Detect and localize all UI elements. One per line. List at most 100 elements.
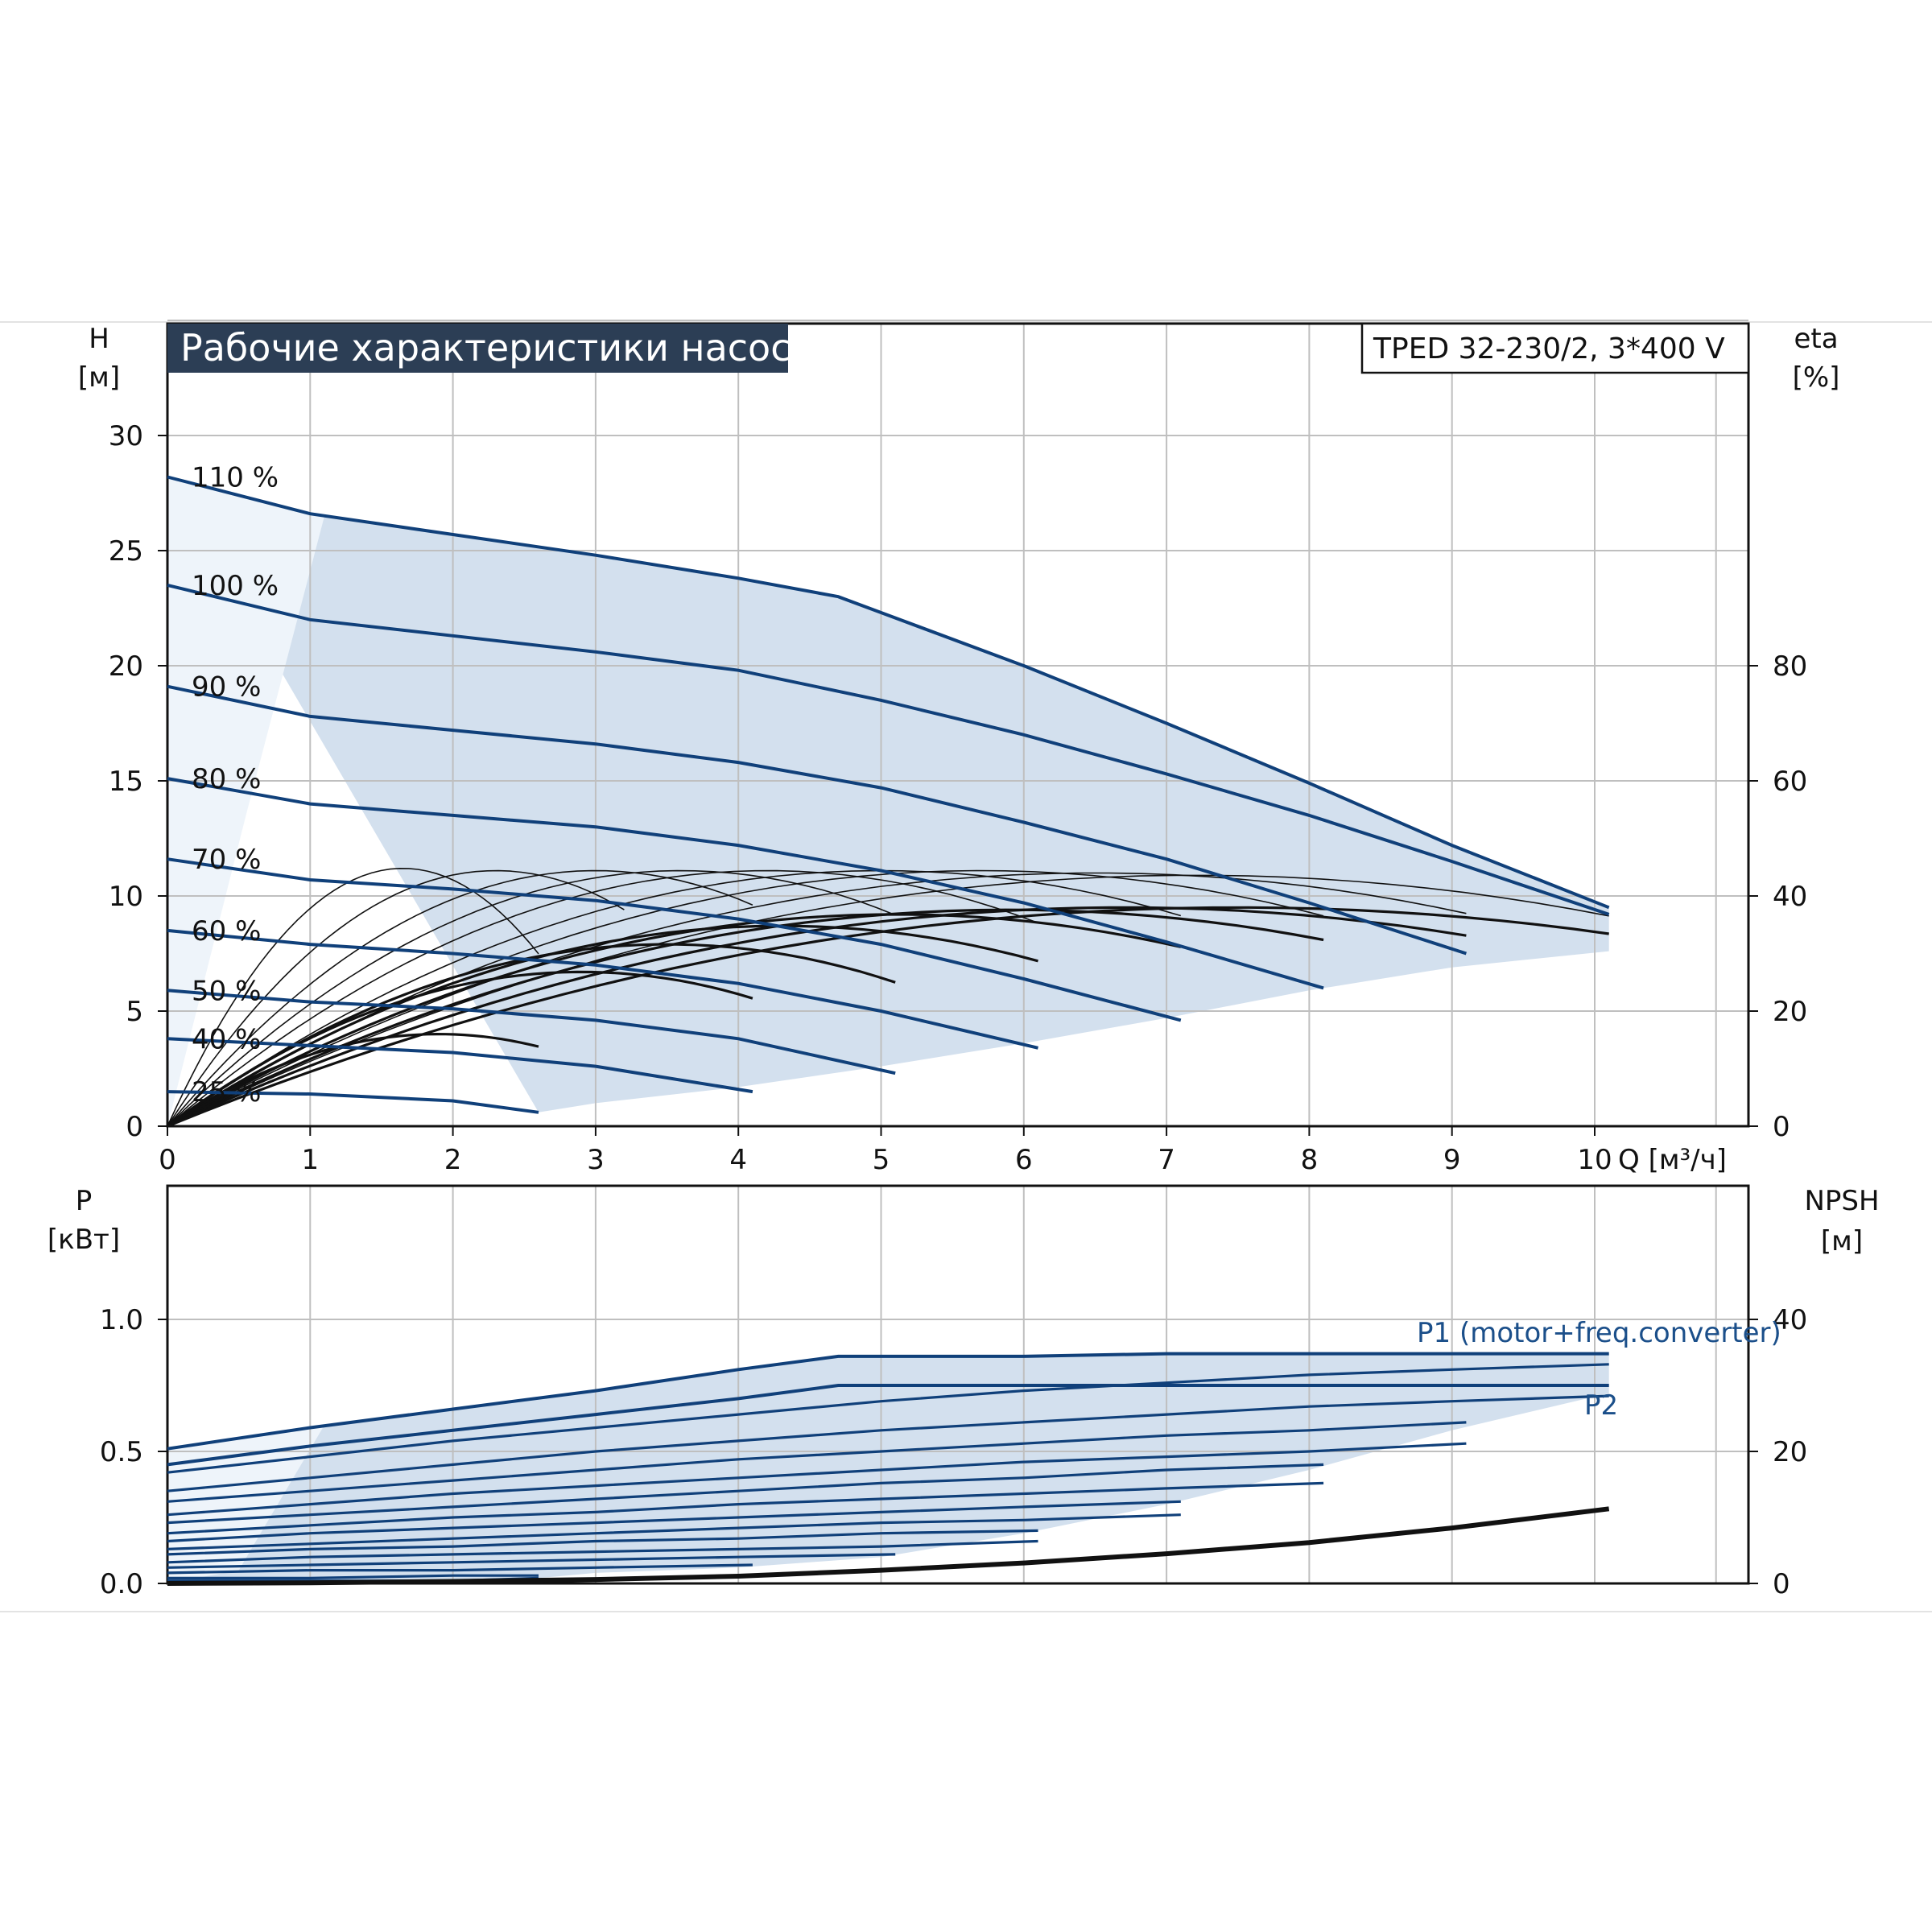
speed-label-40: 40 % [192,1023,261,1055]
head-y-tick-label: 20 [109,650,143,683]
speed-label-80: 80 % [192,763,261,795]
model-box [1360,322,1750,374]
head-curve-60 [167,928,1038,1050]
efficiency-curve [167,943,896,1128]
head-axis-unit: [м] [78,361,120,394]
x-tick-label: 5 [873,1144,890,1176]
efficiency-curve [167,869,625,1127]
speed-label-50: 50 % [192,975,261,1007]
eta-y-tick-label: 0 [1773,1111,1790,1143]
head-curve-80 [167,777,1324,990]
power-plot: 0.0 0.5 1.0 0 20 40 [100,1184,1807,1600]
speed-label-100: 100 % [192,570,279,602]
power-field-light-zone [167,1425,325,1583]
efficiency-curve [167,869,753,1127]
head-y-tick-label: 5 [126,996,143,1028]
power-curve [167,1421,1467,1503]
eta-y-tick-label: 60 [1773,766,1807,798]
efficiency-curve [167,872,1467,1127]
head-curve-100 [167,583,1610,916]
power-curve [167,1463,1324,1525]
head-curve-25 [167,1090,539,1114]
power-curve [167,1539,1038,1564]
power-curve [167,1563,753,1575]
head-curve-90 [167,684,1468,956]
efficiency-curve [167,924,1038,1128]
power-curve [167,1363,1609,1474]
eta-y-tick-label: 20 [1773,996,1807,1028]
npsh-y-tick-label: 20 [1773,1436,1807,1468]
head-axis-title: H [89,323,109,355]
power-axis-unit: [кВт] [47,1224,120,1256]
efficiency-curve [167,869,896,1127]
power-curve [167,1513,1181,1550]
speed-label-70: 70 % [192,844,261,876]
x-tick-label: 1 [301,1144,319,1176]
npsh-curve [167,1506,1610,1586]
power-curve [167,1481,1324,1535]
head-y-tick-label: 15 [109,766,143,798]
x-tick-label: 6 [1015,1144,1033,1176]
x-tick-label: 2 [444,1144,462,1176]
x-tick-label: 9 [1443,1144,1461,1176]
power-axis-title: P [76,1185,93,1217]
head-y-tick-label: 25 [109,535,143,568]
p2-curve [167,1384,1609,1467]
power-curve [167,1394,1609,1492]
x-tick-label: 10 [1577,1144,1612,1176]
x-tick-label: 8 [1301,1144,1319,1176]
head-y-tick-label: 0 [126,1111,143,1143]
eta-y-tick-label: 40 [1773,881,1807,913]
power-plot-frame [166,1184,1750,1585]
p1-label: P1 (motor+freq.converter) [1417,1317,1781,1349]
power-curve [167,1442,1467,1517]
head-curve-40 [167,1037,753,1094]
power-curve [167,1553,896,1569]
speed-label-25: 25 % [192,1076,261,1108]
p1-curve [167,1352,1609,1451]
power-y-tick-label: 0.5 [100,1436,143,1468]
head-plot: 110 % 100 % 90 % 80 % 70 % 60 % 50 % 40 % 25 % 0 1… [109,320,1807,1176]
power-curve [167,1574,539,1579]
power-curve [167,1500,1181,1543]
efficiency-curve [167,874,1609,1127]
npsh-axis-title: NPSH [1804,1185,1879,1217]
p2-label: P2 [1584,1389,1618,1422]
speed-label-60: 60 % [192,915,261,947]
head-y-tick-label: 10 [109,881,143,913]
x-tick-label: 0 [159,1144,176,1176]
power-curve [167,1529,1038,1556]
head-operating-field [167,477,1609,1113]
head-curve-70 [167,857,1182,1022]
x-tick-label: 7 [1158,1144,1175,1176]
x-tick-label: 3 [587,1144,605,1176]
power-y-tick-label: 0.0 [100,1568,143,1600]
efficiency-curve [167,869,1038,1127]
title-background [167,324,788,373]
efficiency-curve [167,869,1182,1127]
head-curve-110 [167,475,1610,910]
eta-axis-unit: [%] [1793,361,1840,394]
power-y-tick-label: 1.0 [100,1304,143,1336]
efficiency-curve [167,867,539,1127]
speed-label-110: 110 % [192,461,279,493]
head-curve-50 [167,989,896,1075]
eta-y-tick-label: 80 [1773,650,1807,683]
efficiency-curve [167,906,1467,1128]
head-plot-frame [166,322,1750,1128]
head-y-tick-label: 30 [109,420,143,452]
chart-title: Рабочие характеристики насоса [180,326,814,369]
x-tick-label: 4 [729,1144,747,1176]
efficiency-curve [167,906,1609,1128]
eta-axis-title: eta [1794,323,1838,355]
efficiency-curve [167,908,1324,1128]
npsh-y-tick-label: 40 [1773,1304,1807,1336]
npsh-axis-unit: [м] [1821,1225,1863,1257]
speed-label-90: 90 % [192,671,261,704]
model-label: TPED 32-230/2, 3*400 V [1373,332,1725,365]
flow-axis-title: Q [м³/ч] [1618,1144,1727,1176]
npsh-y-tick-label: 0 [1773,1568,1790,1600]
head-field-light-zone [167,477,325,1126]
efficiency-curve [167,913,1182,1128]
